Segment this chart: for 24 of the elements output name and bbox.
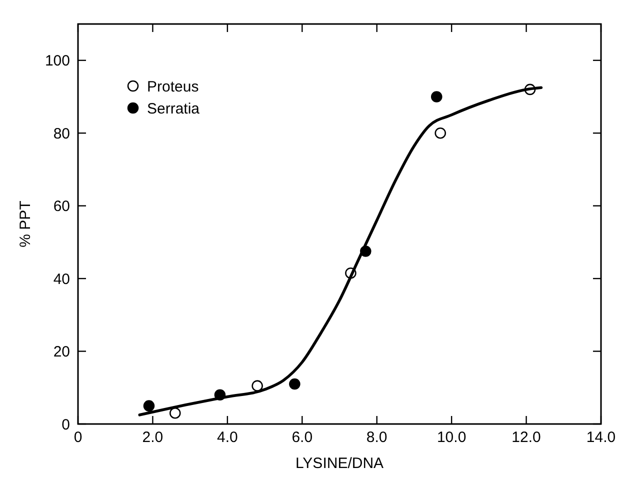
point: [434, 127, 446, 139]
legend-label: Proteus: [147, 78, 199, 96]
y-tick-label: 0: [62, 416, 70, 434]
x-tick-label: 0: [74, 429, 82, 446]
x-tick-label: 12.0: [512, 429, 541, 446]
x-axis-title: LYSINE/DNA: [295, 455, 384, 472]
y-tick-label: 80: [53, 125, 70, 142]
point: [430, 91, 442, 102]
point: [289, 378, 300, 390]
y-tick-label: 60: [53, 198, 70, 216]
point: [169, 407, 181, 419]
x-tick-label: 6.0: [292, 429, 313, 446]
y-tick-label: 20: [53, 344, 70, 361]
y-axis-title: % PPT: [17, 200, 34, 248]
x-tick-label: 10.0: [436, 429, 466, 446]
x-tick-label: 8.0: [366, 429, 388, 446]
point: [143, 400, 155, 412]
x-tick-label: 2.0: [142, 429, 164, 446]
y-tick-label: 100: [44, 52, 70, 70]
legend-label: Serratia: [147, 100, 200, 118]
point: [252, 380, 263, 392]
y-tick-label: 40: [53, 270, 70, 288]
x-tick-label: 14.0: [586, 429, 616, 446]
x-tick-label: 4.0: [217, 429, 238, 446]
